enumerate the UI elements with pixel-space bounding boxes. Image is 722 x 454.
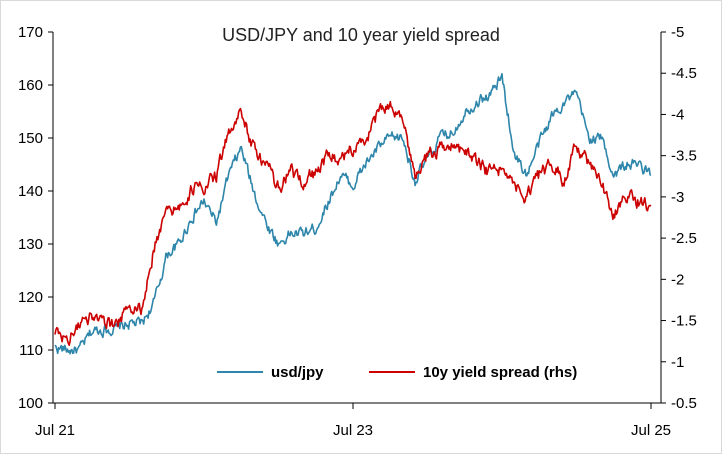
- legend-label-usdjpy: usd/jpy: [271, 364, 324, 381]
- x-tick-label: Jul 23: [333, 422, 373, 439]
- left-tick-label: 160: [18, 77, 43, 94]
- left-tick-label: 110: [19, 342, 43, 359]
- right-tick-label: -2: [671, 271, 684, 288]
- right-tick-label: -1.5: [671, 313, 697, 330]
- legend: usd/jpy 10y yield spread (rhs): [217, 364, 577, 381]
- right-tick-label: -3: [671, 189, 684, 206]
- left-tick-label: 100: [18, 395, 43, 412]
- left-tick-label: 130: [18, 236, 43, 253]
- axes: 100 110 120 130 140 150 160 170 -0.5 -1 -1.5 -2 -2.5…: [18, 24, 697, 439]
- right-tick-label: -3.5: [671, 148, 697, 165]
- series-line-yield-spread: [54, 100, 652, 347]
- legend-label-yield-spread: 10y yield spread (rhs): [423, 364, 577, 381]
- left-tick-label: 120: [18, 289, 43, 306]
- right-tick-label: -0.5: [671, 395, 697, 412]
- left-tick-label: 150: [18, 130, 43, 147]
- right-tick-label: -1: [671, 354, 684, 371]
- right-tick-label: -5: [671, 24, 684, 41]
- chart-title: USD/JPY and 10 year yield spread: [222, 25, 500, 45]
- left-tick-label: 170: [18, 24, 43, 41]
- x-tick-label: Jul 21: [35, 422, 75, 439]
- right-tick-label: -4.5: [671, 65, 697, 82]
- right-tick-label: -2.5: [671, 230, 697, 247]
- series-line-usdjpy: [54, 73, 652, 355]
- right-tick-label: -4: [671, 106, 684, 123]
- x-tick-label: Jul 25: [631, 422, 671, 439]
- left-tick-label: 140: [18, 183, 43, 200]
- series-layer: [54, 73, 652, 355]
